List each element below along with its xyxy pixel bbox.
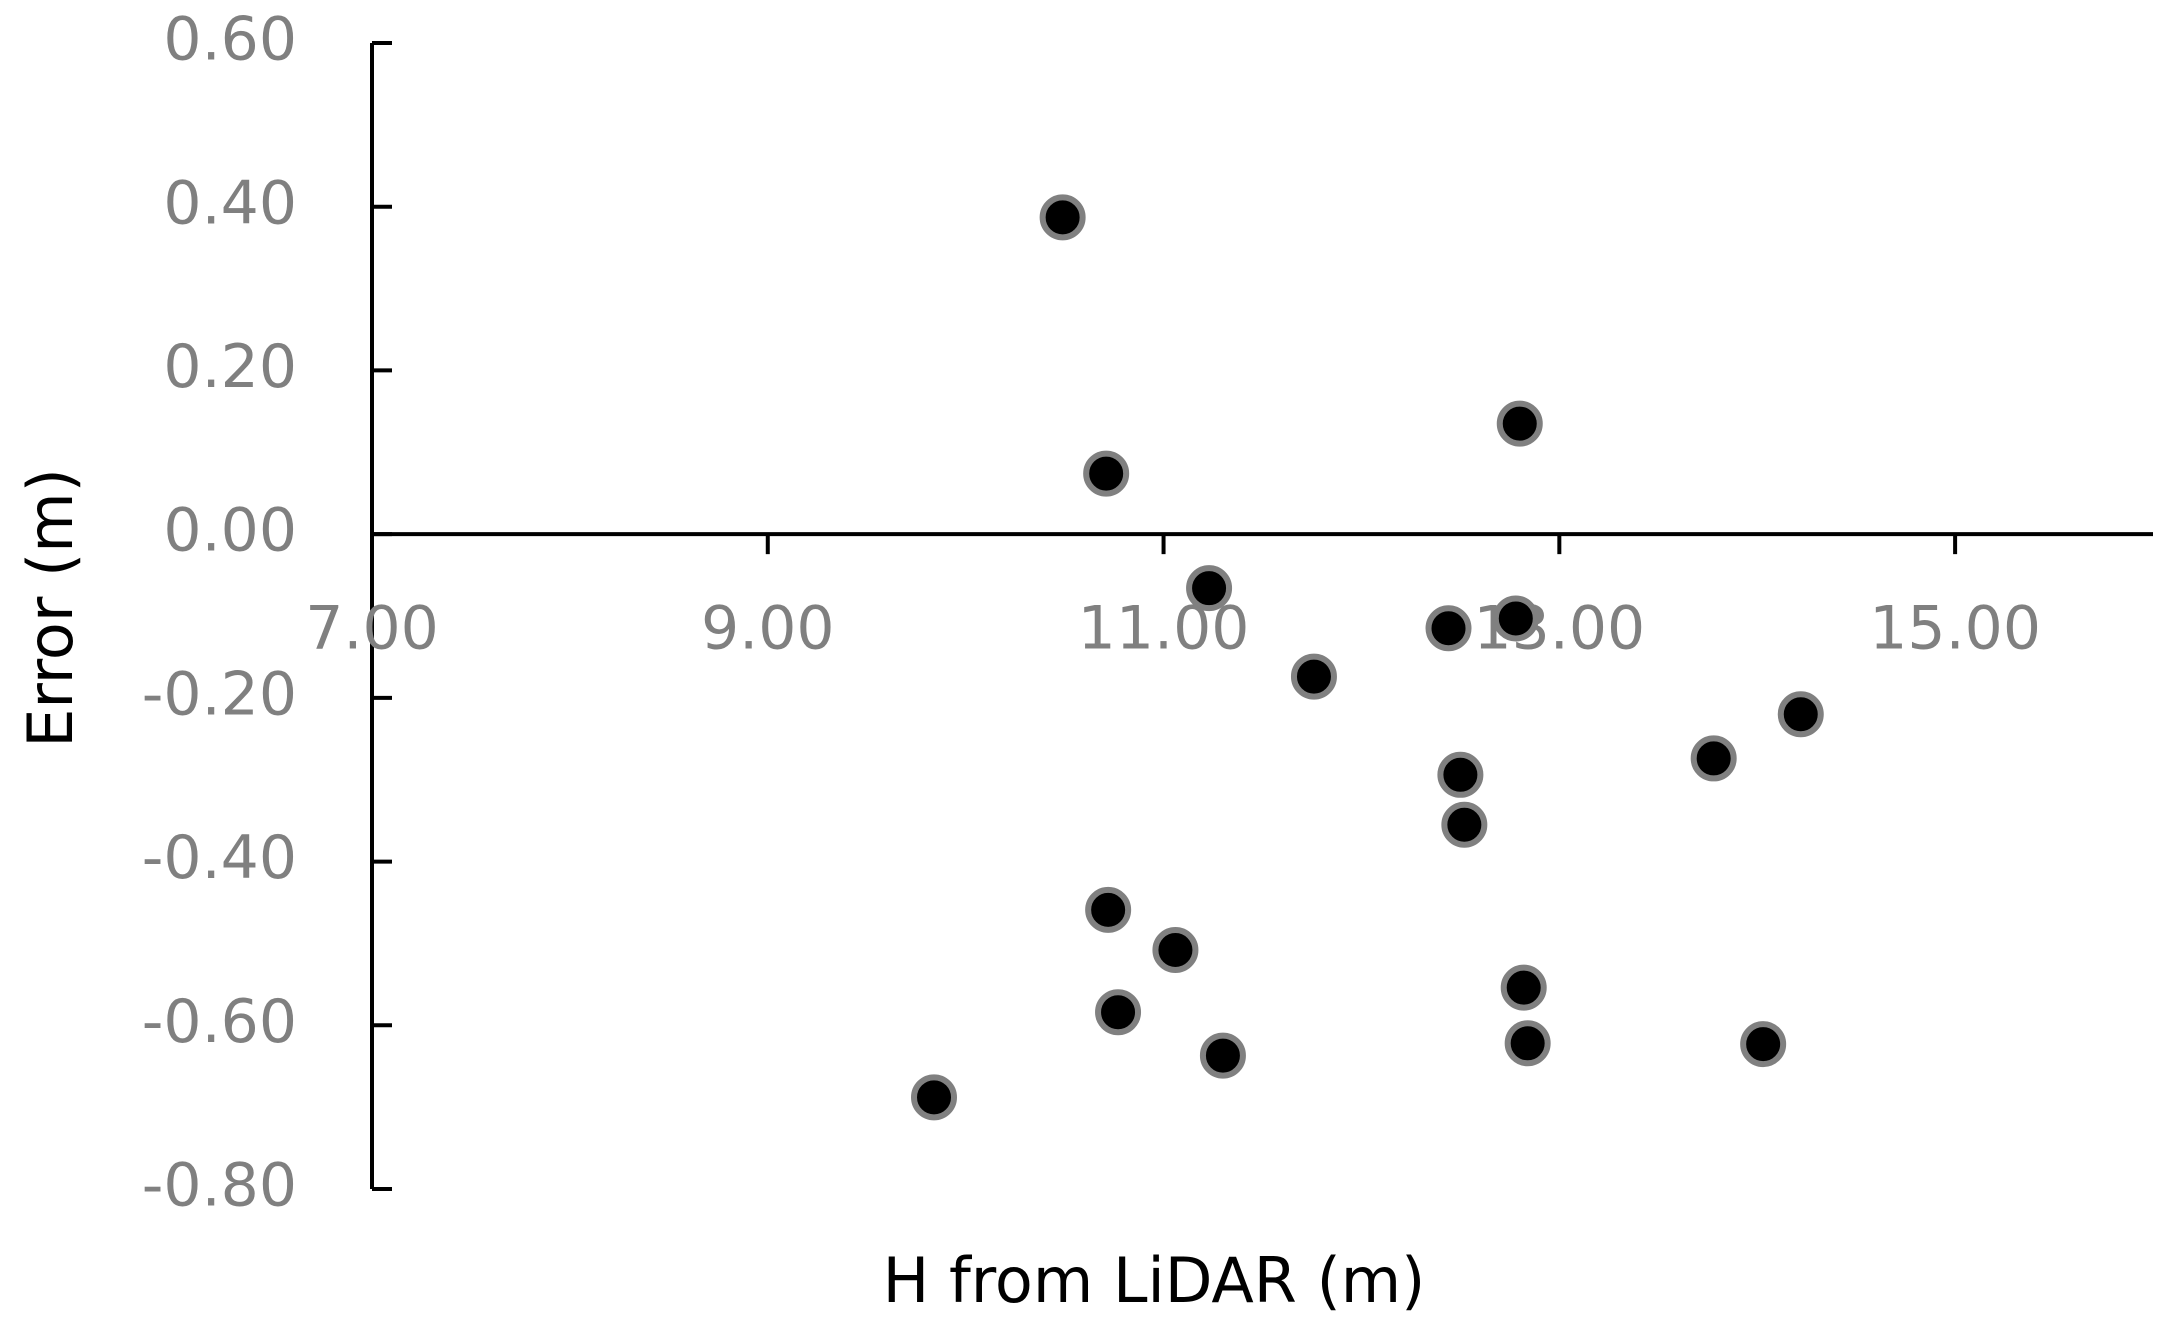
- x-axis-title: H from LiDAR (m): [883, 1244, 1426, 1317]
- data-point: [1690, 735, 1737, 782]
- data-point: [1095, 989, 1142, 1036]
- data-point: [1437, 751, 1484, 798]
- y-tick-label: 0.20: [163, 332, 297, 402]
- data-point: [911, 1074, 958, 1121]
- data-point: [1504, 1020, 1551, 1067]
- data-point: [1186, 565, 1233, 612]
- y-tick-label: -0.80: [142, 1151, 297, 1221]
- data-point: [1152, 926, 1199, 973]
- y-axis-title: Error (m): [14, 468, 87, 748]
- y-tick-label: 0.40: [163, 168, 297, 238]
- data-point: [1500, 964, 1547, 1011]
- data-point: [1039, 194, 1086, 241]
- data-point: [1425, 605, 1472, 652]
- data-point: [1777, 691, 1824, 738]
- data-point: [1441, 801, 1488, 848]
- x-tick-label: 15.00: [1869, 594, 2041, 664]
- x-tick-label: 9.00: [701, 594, 835, 664]
- data-point: [1085, 886, 1132, 933]
- y-tick-label: 0.60: [163, 5, 297, 75]
- data-point: [1492, 595, 1539, 642]
- y-tick-label: -0.20: [142, 659, 297, 729]
- data-point: [1199, 1032, 1246, 1079]
- data-point: [1740, 1021, 1787, 1068]
- x-tick-label: 7.00: [305, 594, 439, 664]
- data-point: [1290, 653, 1337, 700]
- data-point: [1083, 450, 1130, 497]
- y-tick-label: 0.00: [163, 496, 297, 566]
- y-tick-label: -0.60: [142, 987, 297, 1057]
- data-point: [1496, 400, 1543, 447]
- y-tick-label: -0.40: [142, 823, 297, 893]
